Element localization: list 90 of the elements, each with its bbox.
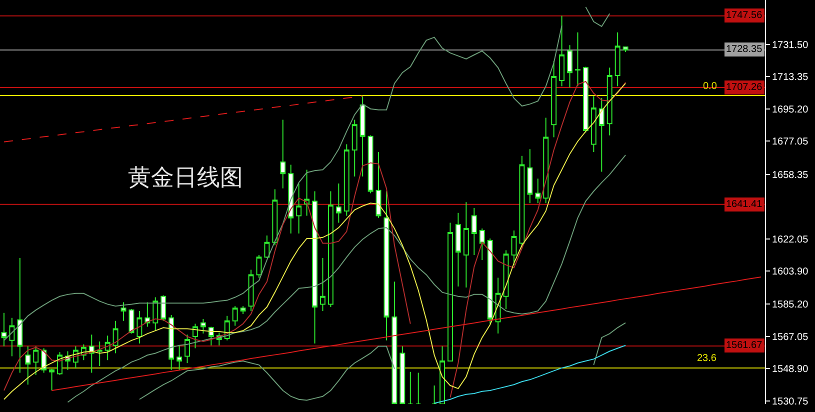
- candlestick: [280, 119, 286, 189]
- candlestick: [567, 44, 572, 88]
- candlestick: [232, 306, 238, 326]
- candlestick: [416, 372, 422, 404]
- candlestick: [376, 152, 382, 218]
- y-tick-label: 1585.20: [772, 300, 809, 311]
- candlestick: [208, 326, 214, 346]
- candlestick: [1, 312, 7, 347]
- candlestick: [408, 371, 414, 404]
- y-tick-label: 1567.05: [772, 332, 809, 343]
- annotation: 23.6: [697, 353, 717, 364]
- candlestick: [368, 134, 374, 194]
- candlestick: [176, 344, 182, 370]
- y-tick-label: 1622.05: [772, 234, 809, 246]
- y-tick-label: 1603.90: [772, 266, 809, 278]
- candlestick: [352, 119, 358, 178]
- candlestick: [511, 230, 517, 266]
- candlestick: [320, 258, 326, 312]
- candlestick: [104, 335, 110, 361]
- line-series: [51, 276, 762, 391]
- ref-line-label: 1561.67: [726, 340, 763, 351]
- candlestick: [96, 340, 102, 366]
- candlestick: [432, 385, 438, 404]
- candlestick: [49, 368, 55, 391]
- candlestick: [304, 169, 310, 216]
- ref-line-label: 1707.26: [726, 82, 763, 93]
- y-tick-label: 1658.35: [772, 170, 809, 181]
- candlestick: [168, 314, 174, 370]
- y-tick-label: 1530.75: [772, 396, 809, 408]
- candlestick: [582, 66, 588, 133]
- y-tick-label: 1695.20: [772, 104, 809, 116]
- y-tick-label: 1713.35: [772, 72, 809, 84]
- ref-line-label: 1747.56: [726, 10, 763, 21]
- candlestick: [336, 182, 342, 224]
- candlestick: [400, 346, 406, 404]
- y-tick-label: 1731.50: [772, 40, 809, 51]
- candlestick: [17, 258, 23, 374]
- candlestick: [598, 98, 604, 172]
- candlestick: [144, 302, 150, 328]
- candlestick: [479, 228, 485, 260]
- candlestick: [200, 318, 206, 334]
- text: 黄金日线图: [128, 165, 243, 192]
- candlestick: [448, 222, 453, 362]
- candlestick: [160, 294, 166, 322]
- candlestick: [559, 15, 565, 87]
- candlestick: [503, 250, 509, 310]
- candlestick: [384, 190, 390, 341]
- ref-line-label: 1728.35: [726, 44, 763, 55]
- candlestick: [256, 254, 262, 278]
- candlestick: [136, 310, 142, 344]
- candlestick: [535, 178, 541, 204]
- line-series: [67, 154, 626, 403]
- candlestick: [527, 148, 533, 204]
- candlestick: [264, 234, 270, 259]
- candlestick: [312, 190, 318, 344]
- candlestick: [614, 32, 620, 87]
- candlestick: [248, 269, 254, 312]
- candlestick: [344, 144, 350, 216]
- candlestick: [463, 202, 469, 288]
- candlestick: [25, 346, 31, 386]
- line-series: [3, 96, 364, 142]
- candlestick: [575, 32, 580, 87]
- candlestick: [392, 281, 398, 404]
- ref-line-label: 1641.41: [726, 199, 763, 210]
- candlestick: [33, 346, 39, 376]
- candlestick: [152, 296, 158, 332]
- candlestick: [9, 317, 15, 357]
- candlestick: [606, 67, 612, 136]
- candlestick: [272, 188, 278, 246]
- candlestick: [622, 46, 628, 53]
- y-tick-label: 1548.90: [772, 364, 809, 376]
- candlestick: [543, 117, 549, 204]
- candlestick: [487, 238, 493, 324]
- candlestick: [240, 306, 246, 314]
- candlestick: [184, 334, 190, 364]
- candlestick: [112, 320, 118, 354]
- candlestick: [57, 352, 62, 376]
- candlestick: [288, 164, 294, 234]
- candlestick: [455, 212, 461, 287]
- candlestick: [590, 96, 596, 153]
- candlestick: [471, 207, 477, 256]
- candlestick: [296, 182, 302, 234]
- candlestick: [360, 96, 366, 178]
- candlestick: [440, 346, 445, 404]
- candlestick: [192, 323, 198, 349]
- y-tick-label: 1677.05: [772, 136, 809, 148]
- candlestick: [328, 190, 334, 308]
- candlestick: [551, 60, 557, 138]
- line-series: [434, 344, 626, 404]
- candlestick: [120, 302, 126, 322]
